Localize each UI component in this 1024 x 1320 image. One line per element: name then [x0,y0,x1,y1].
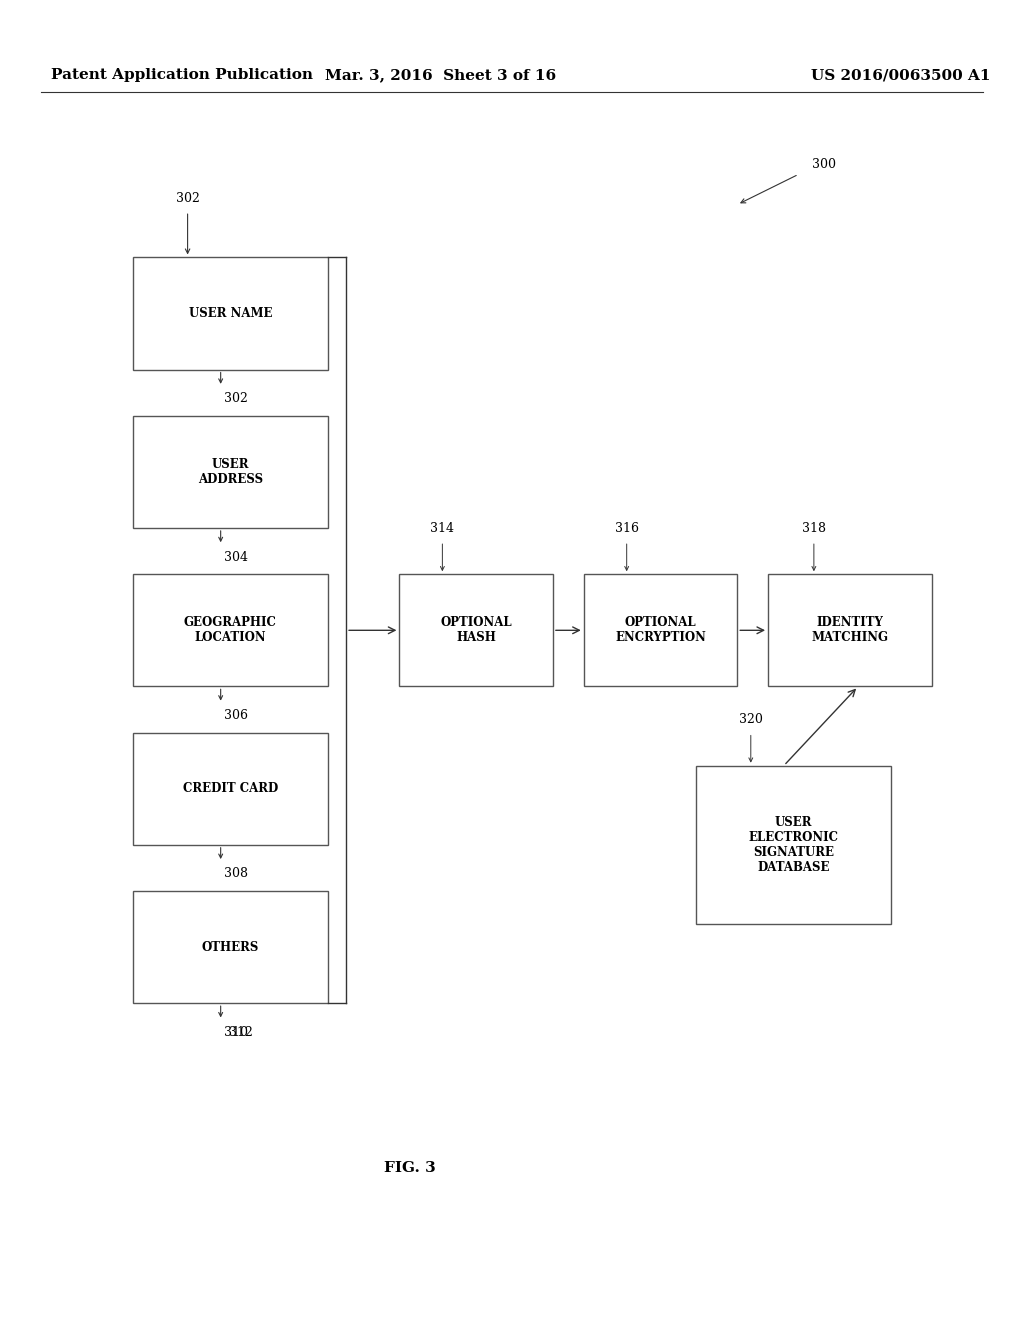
FancyBboxPatch shape [133,891,328,1003]
FancyBboxPatch shape [133,574,328,686]
Text: 306: 306 [224,709,248,722]
Text: 314: 314 [430,521,455,535]
Text: 302: 302 [224,392,248,405]
Text: Patent Application Publication: Patent Application Publication [51,69,313,82]
FancyBboxPatch shape [768,574,932,686]
Text: 300: 300 [812,158,837,172]
Text: CREDIT CARD: CREDIT CARD [182,783,279,795]
Text: 312: 312 [228,1026,253,1039]
Text: USER
ADDRESS: USER ADDRESS [198,458,263,486]
Text: 302: 302 [176,191,200,205]
Text: 304: 304 [224,550,248,564]
Text: OPTIONAL
ENCRYPTION: OPTIONAL ENCRYPTION [615,616,706,644]
Text: 318: 318 [802,521,826,535]
Text: USER
ELECTRONIC
SIGNATURE
DATABASE: USER ELECTRONIC SIGNATURE DATABASE [749,816,839,874]
FancyBboxPatch shape [399,574,553,686]
Text: Mar. 3, 2016  Sheet 3 of 16: Mar. 3, 2016 Sheet 3 of 16 [325,69,556,82]
Text: OTHERS: OTHERS [202,941,259,953]
Text: OPTIONAL
HASH: OPTIONAL HASH [440,616,512,644]
Text: FIG. 3: FIG. 3 [384,1162,435,1175]
FancyBboxPatch shape [133,416,328,528]
FancyBboxPatch shape [133,733,328,845]
Text: 308: 308 [224,867,248,880]
Text: 316: 316 [614,521,639,535]
Text: US 2016/0063500 A1: US 2016/0063500 A1 [811,69,991,82]
Text: GEOGRAPHIC
LOCATION: GEOGRAPHIC LOCATION [184,616,276,644]
Text: 310: 310 [224,1026,248,1039]
Text: IDENTITY
MATCHING: IDENTITY MATCHING [811,616,889,644]
Text: USER NAME: USER NAME [188,308,272,319]
FancyBboxPatch shape [133,257,328,370]
FancyBboxPatch shape [584,574,737,686]
FancyBboxPatch shape [696,766,891,924]
Text: 320: 320 [739,713,763,726]
